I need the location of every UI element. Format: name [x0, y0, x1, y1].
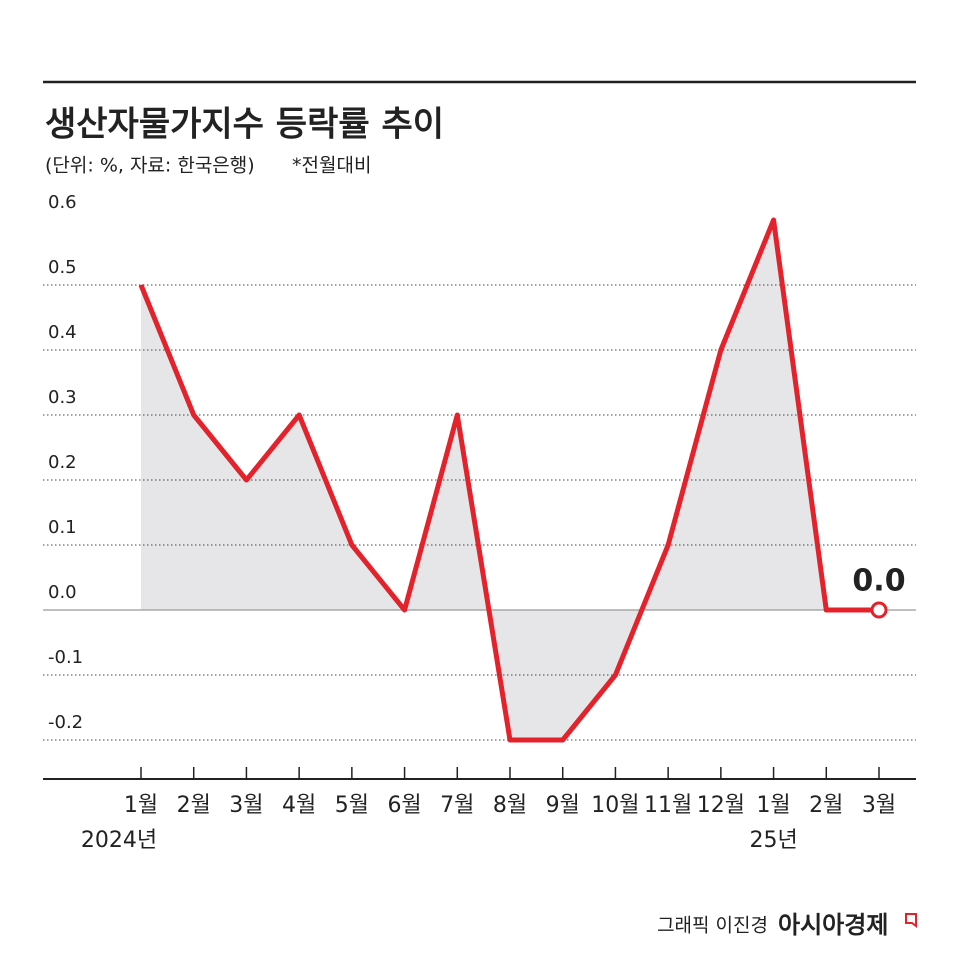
- y-tick-label: 0.2: [48, 452, 77, 473]
- x-tick-label: 7월: [440, 793, 474, 818]
- x-tick-label: 3월: [862, 793, 896, 818]
- x-tick-label: 6월: [387, 793, 421, 818]
- y-tick-label: 0.5: [48, 257, 77, 278]
- x-tick-label: 1월: [124, 793, 158, 818]
- x-tick-label: 9월: [546, 793, 580, 818]
- x-tick-label: 5월: [335, 793, 369, 818]
- x-tick-label: 4월: [282, 793, 316, 818]
- end-point: [870, 601, 888, 619]
- y-tick-label: 0.0: [48, 582, 77, 603]
- subtitle: (단위: %, 자료: 한국은행): [45, 155, 255, 177]
- y-tick-label: -0.1: [48, 647, 83, 668]
- y-tick-label: 0.1: [48, 517, 77, 538]
- x-tick-label: 2월: [809, 793, 843, 818]
- y-tick-label: 0.3: [48, 387, 77, 408]
- line: [138, 217, 879, 743]
- value-label: 0.0: [852, 564, 905, 599]
- y-tick-label: 0.6: [48, 192, 77, 213]
- credit: 그래픽 이진경: [657, 915, 768, 937]
- x-tick-label: 10월: [591, 793, 639, 818]
- x-group-label: 2024년: [81, 828, 157, 853]
- x-tick-label: 2월: [177, 793, 211, 818]
- x-tick-label: 1월: [756, 793, 790, 818]
- chart-title: 생산자물가지수 등락률 추이: [45, 105, 444, 145]
- x-tick-label: 12월: [697, 793, 745, 818]
- x-tick-label: 11월: [644, 793, 692, 818]
- y-tick-label: -0.2: [48, 712, 83, 733]
- x-tick-label: 3월: [229, 793, 263, 818]
- y-tick-label: 0.4: [48, 322, 77, 343]
- publisher: 아시아경제: [778, 911, 888, 939]
- logo-mark: [905, 913, 917, 928]
- x-tick-label: 8월: [493, 793, 527, 818]
- note: *전월대비: [292, 155, 371, 177]
- x-group-label: 25년: [749, 828, 797, 853]
